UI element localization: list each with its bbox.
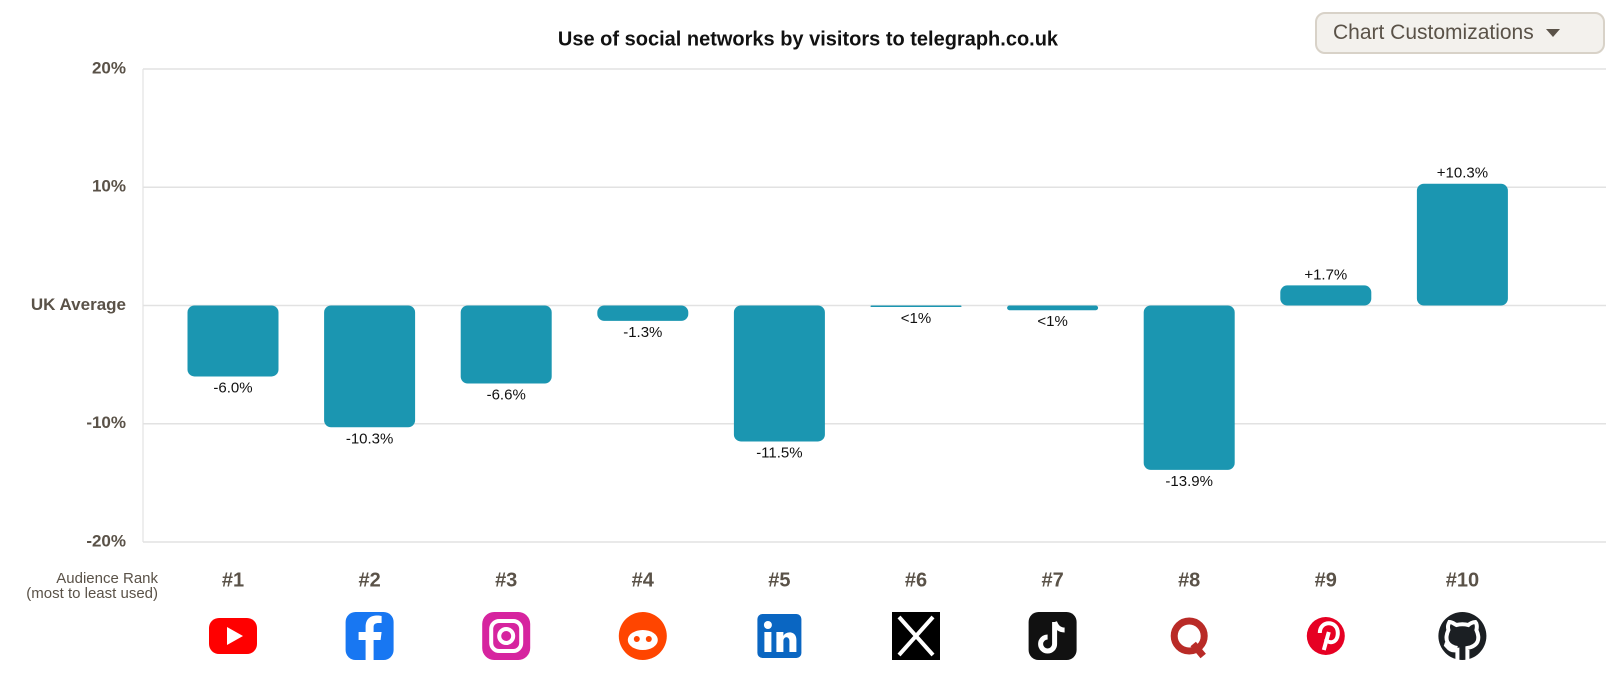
bar [870,305,962,307]
dropdown-arrow [1545,29,1560,37]
x-tick-label: #6 [905,569,927,591]
x-tick-label: #2 [358,569,380,591]
bar [1416,183,1508,306]
icon [897,615,935,657]
icon [1190,641,1206,659]
icon [645,636,652,642]
icon [1170,617,1208,655]
icon [1038,621,1065,654]
icon [763,621,772,629]
x-tick-label: #4 [632,569,655,591]
value-label: +1.7% [1304,266,1347,283]
network-icon [757,614,802,658]
bar [1280,285,1372,306]
network-icon [482,612,531,660]
icon [1443,619,1481,660]
icon [627,630,658,650]
y-tick-label: -10% [86,413,126,432]
icon [227,627,243,645]
icon [489,619,524,653]
network-icon [1170,617,1208,659]
network-icon [1028,612,1077,660]
x-axis-label: (most to least used) [26,585,158,602]
customize-button[interactable]: Chart Customizations [1315,12,1605,54]
network-icon [892,612,940,660]
network-icon [1438,612,1487,660]
bar [1007,305,1099,311]
value-label: +10.3% [1437,165,1488,182]
x-axis-label: Audience Rank [56,570,158,587]
bar [324,305,416,428]
y-tick-label: 20% [92,58,126,77]
value-label: <1% [1037,313,1067,330]
bar [187,305,279,377]
icon [764,632,772,652]
bar [733,305,825,442]
y-tick-label: UK Average [31,295,126,314]
x-tick-label: #5 [768,569,790,591]
button-label: Chart Customizations [1333,21,1534,44]
x-tick-label: #9 [1315,569,1337,591]
x-tick-label: #8 [1178,569,1200,591]
x-tick-label: #10 [1446,569,1479,591]
network-icon [209,618,257,654]
chart-title: Use of social networks by visitors to te… [558,28,1059,50]
value-label: <1% [901,310,931,327]
y-tick-label: 10% [92,177,126,196]
value-label: -10.3% [346,430,394,447]
bar [597,305,689,321]
icon [1317,621,1340,651]
value-label: -6.6% [487,387,526,404]
network-icon [345,612,394,660]
bar [1143,305,1235,470]
y-tick-label: -20% [86,531,126,550]
network-icon [1306,617,1345,655]
icon [776,632,797,652]
x-tick-label: #3 [495,569,517,591]
x-tick-label: #1 [222,569,244,591]
x-tick-label: #7 [1041,569,1063,591]
value-label: -11.5% [756,444,802,461]
value-label: -1.3% [623,324,662,341]
icon [633,636,640,642]
value-label: -13.9% [1165,473,1213,490]
icon [497,627,516,645]
network-icon [618,612,667,660]
icon [358,615,382,660]
bar [460,305,552,384]
value-label: -6.0% [213,379,252,396]
